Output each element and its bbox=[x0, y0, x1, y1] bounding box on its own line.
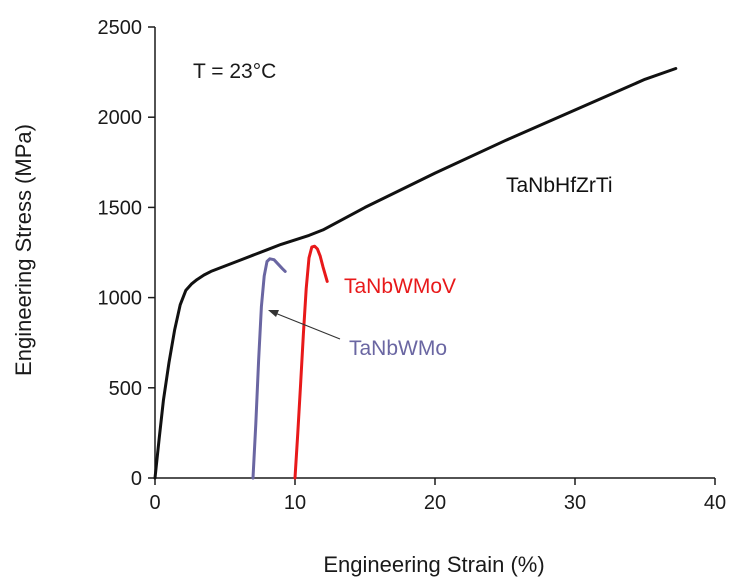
series-line-tanbwmo bbox=[251, 257, 287, 480]
y-tick-label: 1500 bbox=[98, 197, 143, 219]
x-tick-label: 20 bbox=[424, 492, 446, 514]
series-label-tanbwmov: TaNbWMoV bbox=[344, 275, 456, 298]
y-axis-label: Engineering Stress (MPa) bbox=[11, 124, 36, 376]
y-tick-label: 1000 bbox=[98, 288, 143, 310]
y-tick-label: 2000 bbox=[98, 107, 143, 129]
tanbwmo-pointer-arrowhead bbox=[268, 310, 279, 317]
x-tick-label: 40 bbox=[704, 492, 726, 514]
x-axis-label: Engineering Strain (%) bbox=[323, 552, 544, 577]
y-tick-label: 500 bbox=[109, 378, 142, 400]
x-tick-label: 10 bbox=[284, 492, 306, 514]
x-ticks: 0 10 20 30 40 bbox=[149, 478, 726, 514]
y-tick-label: 2500 bbox=[98, 17, 143, 39]
series-line-tanbwmov bbox=[293, 244, 329, 480]
x-tick-label: 0 bbox=[149, 492, 160, 514]
x-tick-label: 30 bbox=[564, 492, 586, 514]
series-label-tanbhfzrti: TaNbHfZrTi bbox=[506, 174, 613, 197]
series-label-tanbwmo: TaNbWMo bbox=[349, 337, 447, 360]
series-line-tanbhfzrti bbox=[153, 67, 678, 480]
temperature-annotation: T = 23°C bbox=[193, 60, 276, 83]
y-tick-label: 0 bbox=[131, 468, 142, 490]
tanbwmo-pointer-arrow bbox=[269, 310, 341, 340]
series-layer bbox=[153, 67, 678, 480]
y-ticks: 0 500 1000 1500 2000 2500 bbox=[98, 17, 155, 490]
axes: 0 10 20 30 40 0 500 1000 1500 2000 2500 bbox=[98, 17, 727, 514]
